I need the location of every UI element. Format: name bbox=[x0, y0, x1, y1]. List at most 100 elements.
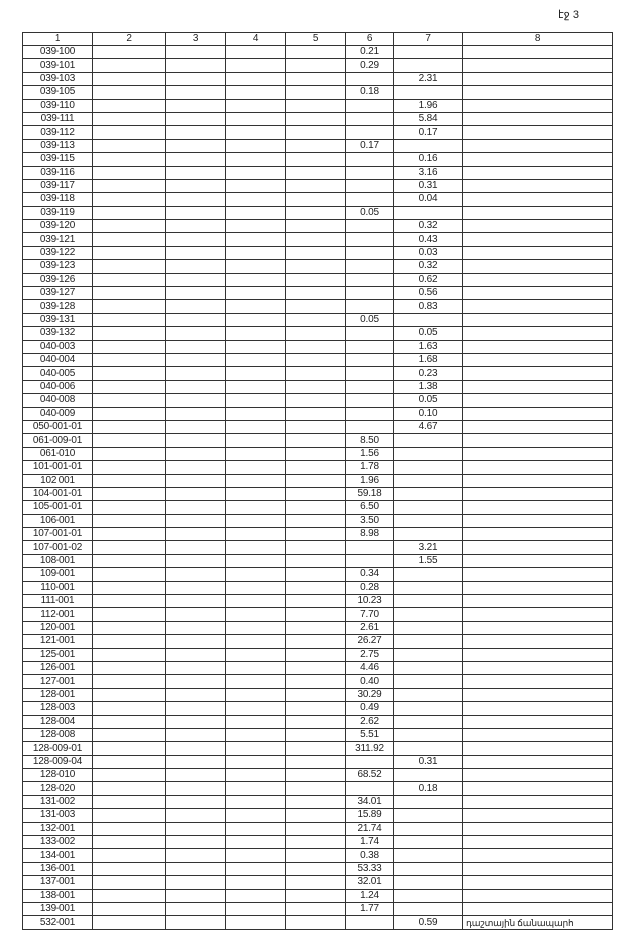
table-row: 109-001 0.34 bbox=[22, 567, 613, 582]
empty-cell bbox=[285, 888, 346, 904]
empty-cell bbox=[225, 634, 286, 649]
empty-cell bbox=[285, 299, 346, 314]
column-6-value bbox=[345, 219, 394, 234]
column-7-value: 4.67 bbox=[393, 419, 463, 435]
column-8-value bbox=[462, 178, 613, 194]
column-6-value: 59.18 bbox=[345, 486, 394, 502]
parcel-code: 039-120 bbox=[22, 219, 93, 234]
table-row: 040-009 0.10 bbox=[22, 406, 613, 421]
empty-cell bbox=[225, 741, 286, 756]
parcel-code: 040-003 bbox=[22, 339, 93, 354]
column-6-value: 8.50 bbox=[345, 433, 394, 448]
empty-cell bbox=[225, 460, 286, 475]
empty-cell bbox=[165, 326, 226, 341]
empty-cell bbox=[285, 714, 346, 729]
empty-cell bbox=[225, 111, 286, 127]
empty-cell bbox=[165, 594, 226, 609]
column-6-value bbox=[345, 406, 394, 421]
empty-cell bbox=[225, 419, 286, 435]
column-6-value: 3.50 bbox=[345, 513, 394, 529]
table-row: 125-001 2.75 bbox=[22, 647, 613, 662]
column-6-value bbox=[345, 152, 394, 167]
empty-cell bbox=[285, 178, 346, 194]
empty-cell bbox=[285, 352, 346, 368]
parcel-code: 131-003 bbox=[22, 808, 93, 823]
empty-cell bbox=[225, 861, 286, 877]
column-7-value: 0.43 bbox=[393, 232, 463, 247]
column-6-value: 1.74 bbox=[345, 835, 394, 850]
column-8-value bbox=[462, 352, 613, 368]
empty-cell bbox=[165, 915, 226, 930]
column-8-value bbox=[462, 98, 613, 113]
empty-cell bbox=[92, 85, 166, 100]
empty-cell bbox=[225, 794, 286, 810]
empty-cell bbox=[165, 98, 226, 113]
empty-cell bbox=[92, 660, 166, 676]
column-6-value bbox=[345, 232, 394, 247]
table-row: 039-105 0.18 bbox=[22, 85, 613, 100]
empty-cell bbox=[285, 741, 346, 756]
empty-cell bbox=[285, 634, 346, 649]
empty-cell bbox=[225, 152, 286, 167]
parcel-code: 108-001 bbox=[22, 553, 93, 569]
empty-cell bbox=[92, 701, 166, 716]
table-row: 040-008 0.05 bbox=[22, 393, 613, 408]
column-6-value: 68.52 bbox=[345, 768, 394, 783]
table-row: 039-111 5.84 bbox=[22, 111, 613, 127]
table-row: 132-001 21.74 bbox=[22, 821, 613, 837]
column-6-value bbox=[345, 98, 394, 113]
parcel-code: 128-003 bbox=[22, 701, 93, 716]
column-6-value: 1.96 bbox=[345, 473, 394, 488]
empty-cell bbox=[285, 580, 346, 596]
empty-cell bbox=[165, 794, 226, 810]
empty-cell bbox=[225, 312, 286, 328]
column-6-value bbox=[345, 393, 394, 408]
empty-cell bbox=[165, 527, 226, 542]
empty-cell bbox=[92, 419, 166, 435]
empty-cell bbox=[225, 835, 286, 850]
column-8-value bbox=[462, 674, 613, 689]
column-6-value bbox=[345, 379, 394, 395]
empty-cell bbox=[285, 794, 346, 810]
table-row: 039-112 0.17 bbox=[22, 125, 613, 140]
empty-cell bbox=[92, 687, 166, 703]
parcel-code: 128-009-04 bbox=[22, 754, 93, 770]
column-8-value bbox=[462, 339, 613, 354]
empty-cell bbox=[225, 272, 286, 288]
empty-cell bbox=[225, 754, 286, 770]
column-6-value: 1.24 bbox=[345, 888, 394, 904]
table-row: 133-002 1.74 bbox=[22, 835, 613, 850]
empty-cell bbox=[165, 165, 226, 180]
parcel-code: 039-105 bbox=[22, 85, 93, 100]
empty-cell bbox=[165, 219, 226, 234]
empty-cell bbox=[285, 326, 346, 341]
empty-cell bbox=[285, 419, 346, 435]
empty-cell bbox=[285, 460, 346, 475]
column-8-value bbox=[462, 486, 613, 502]
empty-cell bbox=[92, 245, 166, 261]
table-row: 134-001 0.38 bbox=[22, 848, 613, 863]
column-7-value bbox=[393, 848, 463, 863]
empty-cell bbox=[225, 406, 286, 421]
empty-cell bbox=[225, 553, 286, 569]
column-8-value bbox=[462, 580, 613, 596]
column-8-value bbox=[462, 326, 613, 341]
parcel-code: 105-001-01 bbox=[22, 500, 93, 515]
table-row: 128-020 0.18 bbox=[22, 781, 613, 796]
column-7-value: 1.96 bbox=[393, 98, 463, 113]
empty-cell bbox=[285, 607, 346, 622]
column-7-value bbox=[393, 513, 463, 529]
column-6-value: 0.21 bbox=[345, 44, 394, 60]
column-8-value bbox=[462, 205, 613, 221]
empty-cell bbox=[285, 915, 346, 930]
table-row: 040-004 1.68 bbox=[22, 352, 613, 368]
empty-cell bbox=[165, 701, 226, 716]
empty-cell bbox=[285, 286, 346, 301]
empty-cell bbox=[92, 513, 166, 529]
empty-cell bbox=[225, 527, 286, 542]
column-6-value bbox=[345, 259, 394, 274]
empty-cell bbox=[92, 192, 166, 207]
column-6-value bbox=[345, 111, 394, 127]
column-8-value bbox=[462, 111, 613, 127]
empty-cell bbox=[165, 460, 226, 475]
